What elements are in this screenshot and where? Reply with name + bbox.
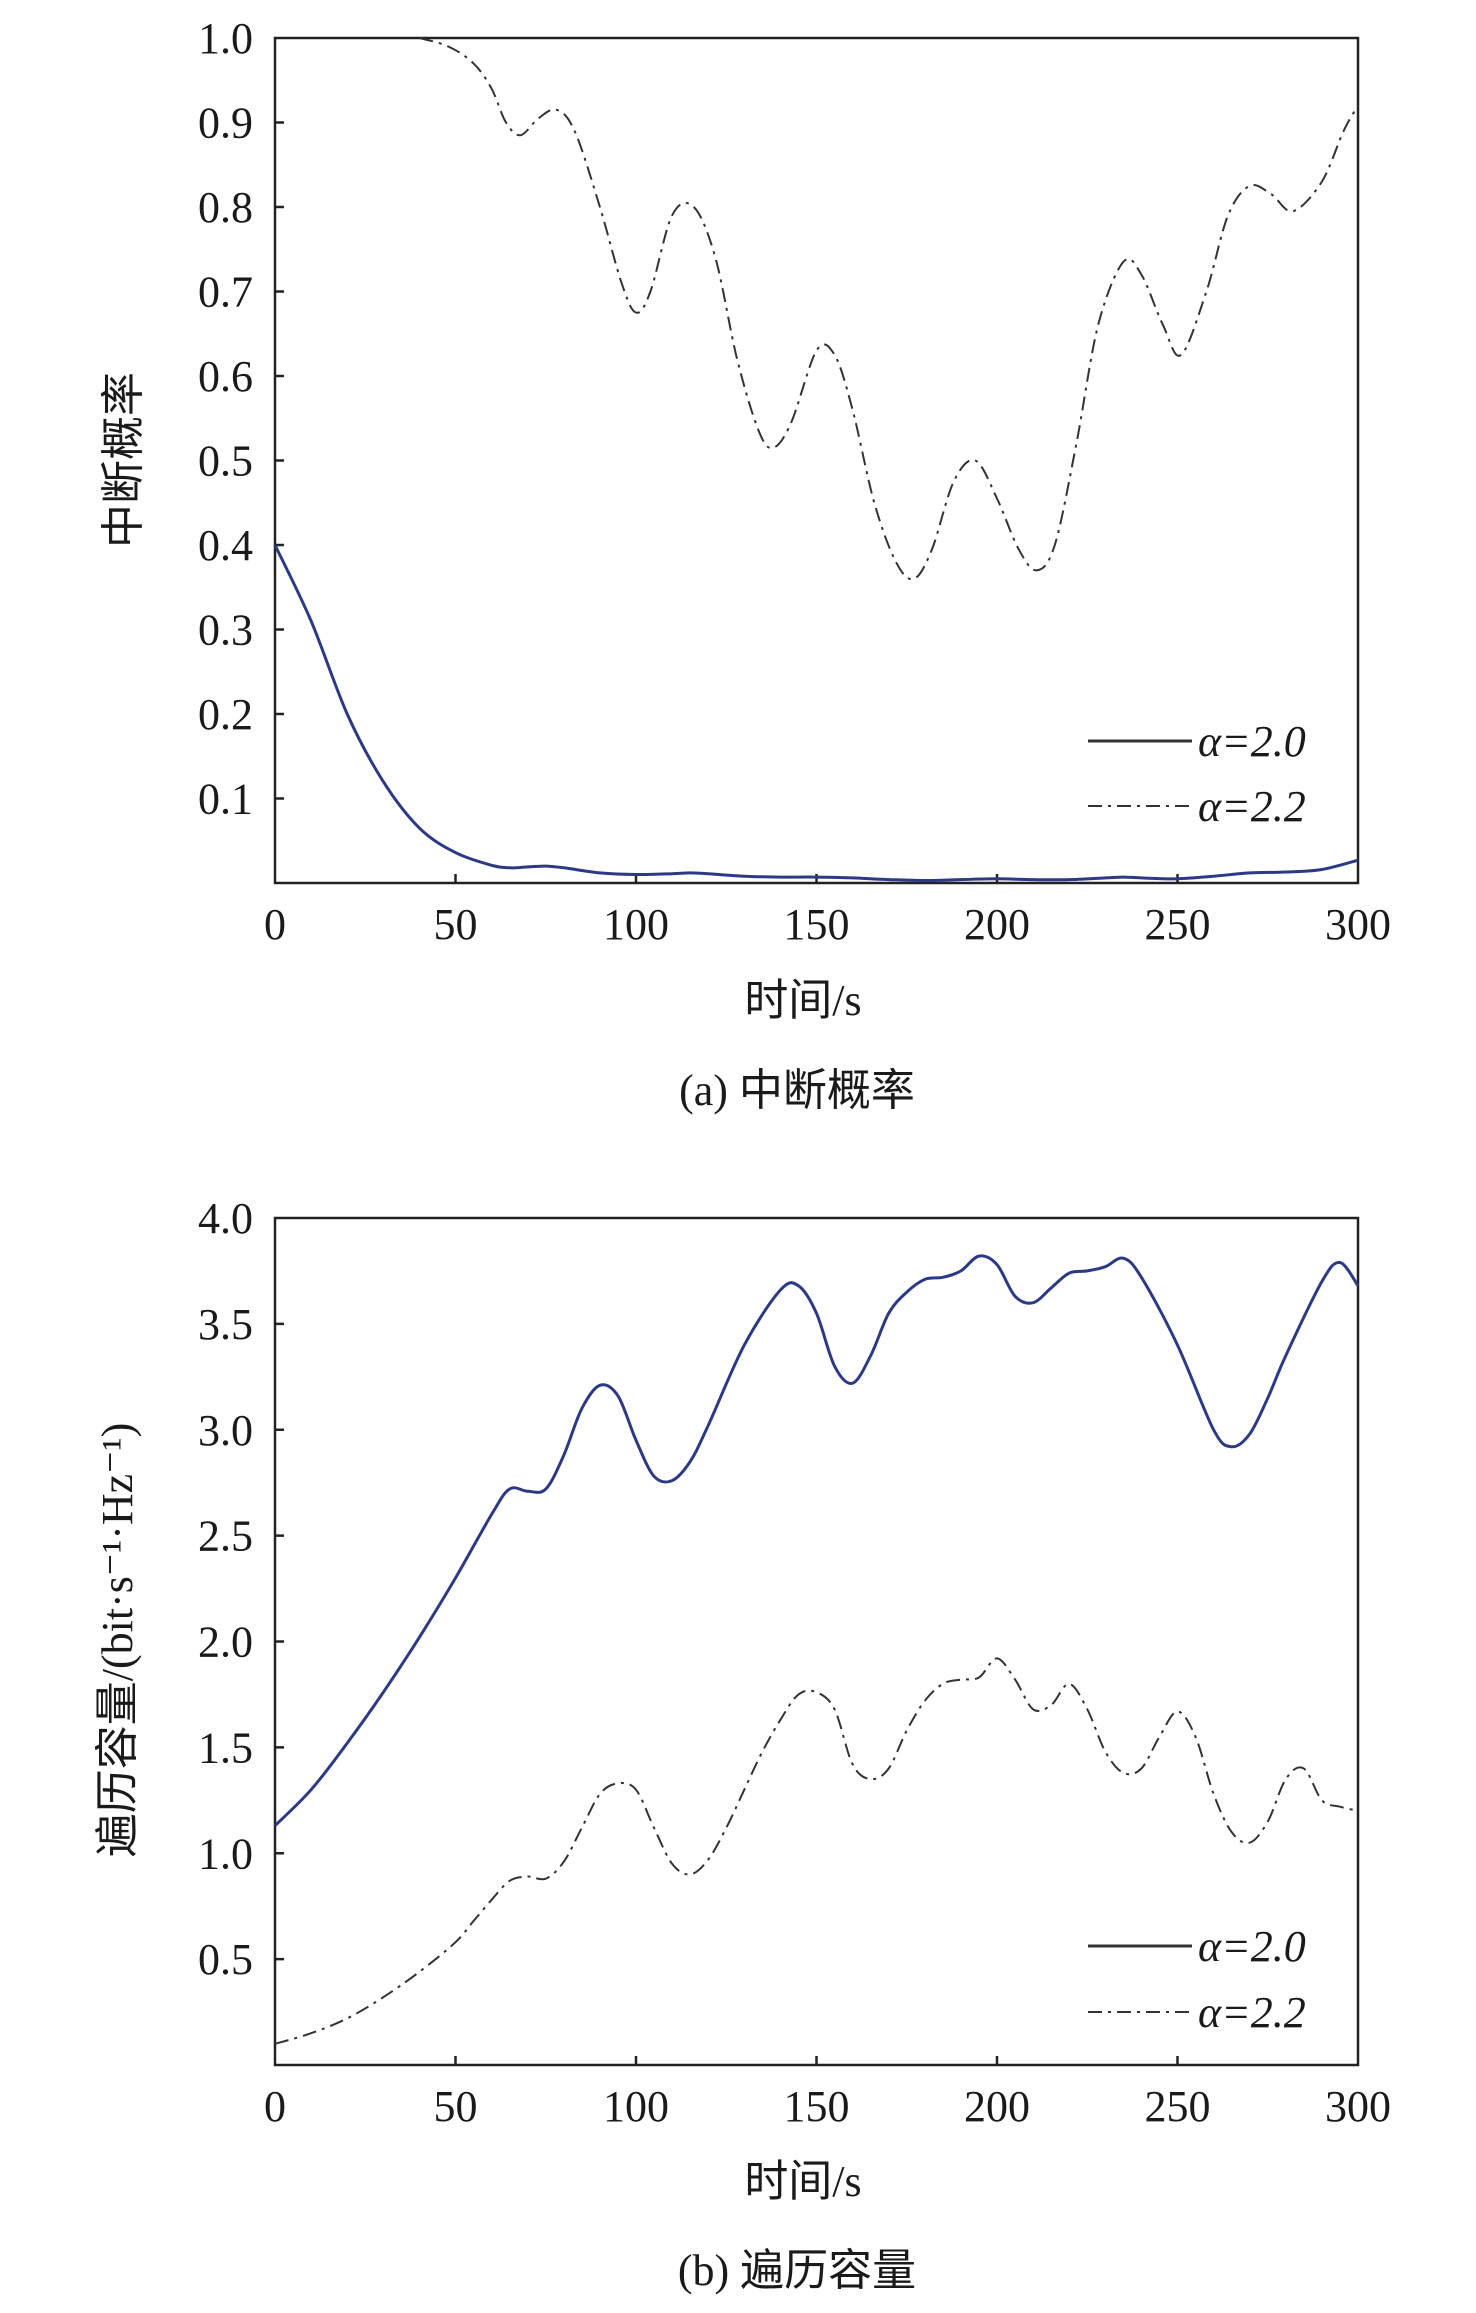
y-tick-label: 0.1 [198,775,253,824]
plot-frame [273,1216,1360,2067]
x-axis-title: 时间/s [744,976,861,1025]
series-layer [273,1254,1360,2045]
x-tick-label: 300 [1325,2082,1391,2131]
legend: α=2.0 α=2.2 [1088,1922,1306,2037]
chart-caption: (a) 中断概率 [679,1066,915,1115]
y-tick-label: 1.5 [198,1723,253,1772]
series-layer [273,37,1359,882]
y-tick-label: 0.4 [198,521,253,570]
x-tick-label: 300 [1325,900,1391,949]
legend-label-alpha-2-0: α=2.0 [1198,717,1306,766]
y-tick-label: 3.0 [198,1406,253,1455]
y-axis-title: 遍历容量/(bit·s⁻¹·Hz⁻¹) [93,1423,142,1858]
x-tick-label: 100 [603,2082,669,2131]
x-tick-label: 250 [1145,900,1211,949]
legend-label-alpha-2-0: α=2.0 [1198,1922,1306,1971]
y-tick-label: 4.0 [198,1194,253,1243]
y-tick-label: 1.0 [198,1829,253,1878]
y-tick-label: 0.5 [198,1935,253,1984]
y-tick-label: 0.9 [198,99,253,148]
x-tick-label: 100 [603,900,669,949]
y-tick-label: 0.8 [198,183,253,232]
x-tick-label: 0 [264,900,286,949]
y-tick-label: 0.3 [198,606,253,655]
series-line-alpha-2-0 [273,1254,1360,1827]
x-tick-label: 50 [434,2082,478,2131]
chart-outage-probability: 0 50 100 150 200 250 300 0.1 0.2 0.3 0.4 0.5 0.6 0.7… [99,14,1391,1115]
x-tick-label: 200 [964,2082,1030,2131]
x-axis-ticks: 0 50 100 150 200 250 300 [264,2056,1391,2131]
x-tick-label: 150 [784,900,850,949]
legend-label-alpha-2-2: α=2.2 [1198,782,1306,831]
plot-frame [273,36,1360,885]
series-line-alpha-2-2 [419,37,1359,581]
x-axis-title: 时间/s [744,2157,861,2206]
chart-caption: (b) 遍历容量 [678,2246,916,2295]
x-tick-label: 50 [434,900,478,949]
legend-label-alpha-2-2: α=2.2 [1198,1988,1306,2037]
x-tick-label: 0 [264,2082,286,2131]
y-tick-label: 0.2 [198,690,253,739]
y-axis-title: 中断概率 [99,372,148,548]
y-axis-ticks: 0.5 1.0 1.5 2.0 2.5 3.0 3.5 4.0 [198,1194,284,1984]
y-tick-label: 0.6 [198,352,253,401]
y-tick-label: 0.5 [198,437,253,486]
chart-ergodic-capacity: 0 50 100 150 200 250 300 0.5 1.0 1.5 2.0 2.5 3.0 3.5… [93,1194,1391,2295]
x-tick-label: 250 [1145,2082,1211,2131]
y-tick-label: 3.5 [198,1300,253,1349]
y-tick-label: 2.0 [198,1618,253,1667]
y-tick-label: 1.0 [198,14,253,63]
y-tick-label: 2.5 [198,1512,253,1561]
x-tick-label: 200 [964,900,1030,949]
legend: α=2.0 α=2.2 [1088,717,1306,831]
y-tick-label: 0.7 [198,268,253,317]
series-line-alpha-2-0 [273,544,1359,882]
x-tick-label: 150 [784,2082,850,2131]
x-axis-ticks: 0 50 100 150 200 250 300 [264,874,1391,949]
y-axis-ticks: 0.1 0.2 0.3 0.4 0.5 0.6 0.7 0.8 0.9 1.0 [198,14,284,824]
series-line-alpha-2-2 [274,1657,1359,2045]
